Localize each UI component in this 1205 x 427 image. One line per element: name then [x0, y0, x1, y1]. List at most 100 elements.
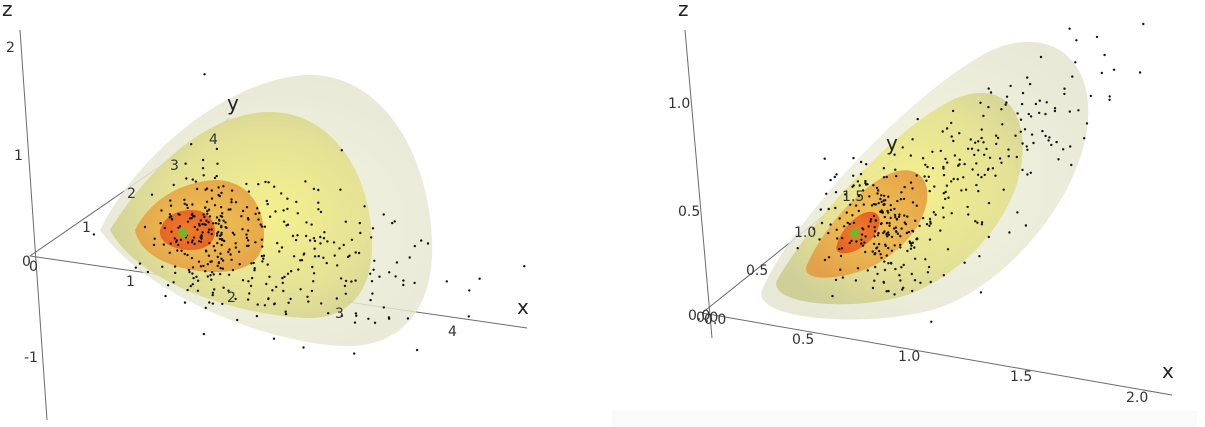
data-point: [876, 192, 879, 195]
data-point: [370, 236, 373, 239]
data-point: [217, 230, 220, 234]
data-point: [178, 213, 181, 216]
data-point: [393, 220, 396, 223]
data-point: [980, 176, 983, 179]
data-point: [322, 237, 326, 240]
data-point: [196, 228, 199, 231]
data-point: [296, 212, 299, 215]
data-point: [873, 226, 876, 229]
data-point: [884, 199, 887, 202]
data-point: [190, 217, 193, 220]
data-point: [856, 180, 860, 183]
data-point: [909, 247, 913, 250]
data-point: [819, 208, 822, 211]
data-point: [323, 231, 326, 234]
data-point: [882, 280, 885, 284]
data-point: [874, 203, 877, 206]
data-point: [860, 242, 863, 245]
data-point: [234, 201, 238, 204]
data-point: [890, 235, 894, 239]
data-point: [877, 242, 881, 246]
data-point: [183, 198, 186, 201]
data-point: [178, 225, 182, 228]
data-point: [910, 272, 913, 276]
y-tick-label: 3: [170, 158, 179, 174]
data-point: [1026, 76, 1029, 79]
data-point: [868, 195, 871, 198]
data-point: [255, 314, 259, 318]
data-point: [207, 221, 210, 224]
data-point: [987, 235, 990, 239]
data-point: [857, 209, 860, 213]
data-point: [213, 288, 216, 291]
data-point: [941, 206, 945, 209]
data-point: [289, 297, 292, 301]
data-point: [210, 197, 214, 200]
data-point: [247, 239, 250, 242]
data-point: [245, 182, 248, 186]
data-point: [970, 147, 974, 150]
data-point: [870, 204, 874, 207]
data-point: [185, 203, 188, 207]
data-point: [205, 187, 209, 190]
x-tick-label: 0.5: [792, 332, 814, 348]
data-point: [887, 246, 890, 250]
data-point: [836, 237, 839, 240]
data-point: [875, 186, 879, 190]
data-point: [211, 302, 215, 305]
data-point: [199, 265, 203, 268]
data-point: [340, 149, 343, 152]
data-point: [976, 221, 979, 224]
data-point: [869, 218, 873, 221]
data-point: [909, 181, 913, 184]
data-point: [197, 240, 201, 243]
data-point: [193, 242, 196, 246]
data-point: [354, 312, 358, 315]
data-point: [395, 261, 399, 264]
data-point: [319, 235, 322, 239]
data-point: [207, 254, 211, 257]
data-point: [860, 238, 863, 241]
data-point: [291, 234, 295, 238]
data-point: [286, 207, 289, 211]
y-tick-label: 4: [209, 132, 218, 148]
data-point: [402, 283, 405, 287]
y-axis-title: y: [886, 131, 898, 155]
data-point: [220, 233, 223, 236]
data-point: [201, 223, 204, 226]
data-point: [185, 177, 188, 180]
data-point: [215, 147, 219, 151]
data-point: [1138, 71, 1142, 74]
data-point: [237, 250, 241, 253]
data-point: [903, 185, 906, 189]
data-point: [215, 216, 219, 219]
data-point: [218, 194, 221, 198]
data-point: [92, 233, 96, 236]
center-point: [178, 228, 188, 238]
data-point: [219, 206, 223, 209]
data-point: [963, 162, 966, 166]
data-point: [931, 167, 935, 170]
data-point: [942, 165, 945, 169]
data-point: [194, 180, 198, 183]
data-point: [259, 223, 262, 226]
data-point: [322, 256, 325, 259]
data-point: [887, 289, 890, 293]
data-point: [317, 188, 320, 192]
data-point: [468, 289, 471, 292]
data-point: [987, 87, 990, 90]
data-point: [983, 173, 986, 177]
data-point: [168, 213, 172, 216]
data-point: [991, 167, 995, 170]
data-point: [245, 236, 249, 240]
data-point: [873, 279, 876, 282]
data-point: [880, 256, 883, 260]
data-point: [1089, 94, 1092, 98]
data-point: [387, 316, 391, 319]
data-point: [894, 267, 897, 271]
data-point: [166, 284, 170, 287]
data-point: [339, 188, 342, 191]
data-point: [1034, 102, 1038, 106]
data-point: [394, 275, 397, 278]
data-point: [312, 272, 316, 275]
